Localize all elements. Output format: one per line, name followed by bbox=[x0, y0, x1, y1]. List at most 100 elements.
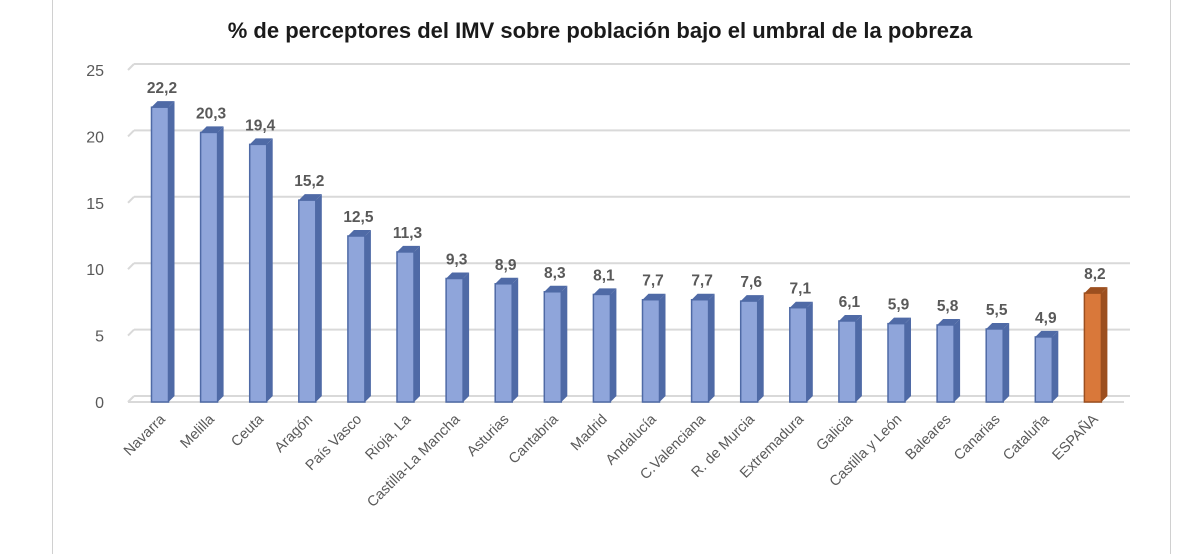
bar-front bbox=[248, 143, 268, 403]
data-label: 19,4 bbox=[245, 117, 276, 134]
y-tick-label: 20 bbox=[86, 129, 104, 146]
bar-front bbox=[789, 306, 808, 403]
bar-top bbox=[642, 293, 666, 300]
x-tick-label: Cantabria bbox=[506, 411, 562, 467]
bar-front bbox=[739, 300, 759, 403]
x-tick-label: Navarra bbox=[121, 411, 169, 459]
data-label: 5,5 bbox=[986, 302, 1008, 319]
bar-20 bbox=[1083, 287, 1108, 403]
bar-top bbox=[200, 126, 224, 133]
bar-top bbox=[1035, 330, 1059, 337]
data-label: 11,3 bbox=[393, 225, 423, 242]
bar-12 bbox=[690, 293, 715, 403]
bar-side bbox=[905, 317, 911, 402]
bar-side bbox=[855, 314, 862, 402]
bar-front bbox=[887, 322, 906, 403]
y-tick-label: 15 bbox=[86, 196, 104, 213]
bar-side bbox=[561, 285, 568, 402]
x-tick-label: ESPAÑA bbox=[1049, 411, 1102, 464]
bar-top bbox=[397, 245, 420, 252]
bar-side bbox=[266, 138, 273, 403]
bar-top bbox=[888, 317, 911, 324]
bar-side bbox=[315, 194, 322, 402]
bar-15 bbox=[838, 314, 862, 403]
bar-front bbox=[494, 283, 513, 403]
bar-4 bbox=[298, 194, 322, 403]
bar-side bbox=[512, 277, 519, 402]
bar-front bbox=[445, 277, 464, 403]
bar-front bbox=[641, 298, 661, 403]
y-axis: 0 5 10 15 20 25 bbox=[86, 63, 104, 412]
bar-front bbox=[936, 324, 955, 403]
bar-top bbox=[937, 318, 961, 325]
data-label: 8,3 bbox=[544, 265, 566, 282]
data-label: 8,2 bbox=[1084, 266, 1106, 283]
chart-title: % de perceptores del IMV sobre población… bbox=[227, 18, 973, 43]
bar-front bbox=[396, 251, 415, 403]
frame-left-border bbox=[52, 0, 53, 554]
gridline-depth bbox=[127, 196, 135, 204]
bar-top bbox=[789, 301, 813, 308]
gridline-depth bbox=[127, 63, 135, 71]
gridline-depth bbox=[127, 129, 135, 138]
bar-front bbox=[543, 291, 563, 403]
bar-top bbox=[986, 322, 1010, 329]
bar-7 bbox=[445, 272, 470, 403]
bar-side bbox=[364, 230, 371, 402]
bar-top bbox=[249, 138, 273, 145]
bar-13 bbox=[739, 295, 764, 403]
bar-side bbox=[1003, 322, 1010, 402]
bar-top bbox=[347, 230, 371, 236]
gridline-depth bbox=[127, 328, 135, 337]
bar-top bbox=[495, 277, 519, 284]
bar-5 bbox=[347, 230, 371, 403]
bar-side bbox=[168, 101, 175, 403]
bar-14 bbox=[789, 301, 813, 403]
bar-2 bbox=[199, 126, 224, 403]
bar-front bbox=[592, 293, 612, 403]
bar-top bbox=[691, 293, 715, 300]
data-label: 4,9 bbox=[1035, 310, 1057, 327]
data-label: 15,2 bbox=[294, 173, 324, 190]
bar-front bbox=[347, 235, 366, 403]
bar-side bbox=[659, 293, 666, 402]
bars bbox=[150, 101, 1108, 403]
data-label: 7,7 bbox=[691, 273, 713, 290]
bar-side bbox=[954, 318, 961, 402]
data-label: 6,1 bbox=[839, 294, 861, 311]
bar-front bbox=[690, 298, 710, 403]
x-tick-label: Asturias bbox=[464, 412, 512, 460]
x-tick-label: Galicia bbox=[814, 411, 857, 454]
bar-top bbox=[838, 314, 862, 321]
data-label: 7,1 bbox=[790, 281, 812, 298]
gridline-depth bbox=[127, 262, 135, 270]
bar-front bbox=[1083, 292, 1103, 403]
bar-11 bbox=[641, 293, 666, 403]
bar-side bbox=[1052, 330, 1059, 402]
bar-side bbox=[414, 245, 420, 402]
bar-front bbox=[199, 131, 219, 403]
data-label: 20,3 bbox=[196, 105, 227, 122]
data-label: 5,9 bbox=[888, 297, 910, 314]
x-tick-label: Melilla bbox=[178, 411, 219, 452]
bar-16 bbox=[887, 317, 911, 403]
bar-front bbox=[1034, 336, 1054, 403]
y-tick-label: 10 bbox=[86, 262, 104, 279]
frame-right-border bbox=[1170, 0, 1171, 554]
bar-side bbox=[708, 293, 715, 402]
bar-10 bbox=[592, 288, 617, 403]
data-label: 8,9 bbox=[495, 257, 517, 274]
y-tick-label: 0 bbox=[95, 395, 104, 412]
x-tick-label: Canarias bbox=[951, 412, 1003, 464]
bar-side bbox=[217, 126, 224, 402]
bar-17 bbox=[936, 318, 961, 403]
bar-19 bbox=[1034, 330, 1059, 403]
bar-top bbox=[740, 295, 764, 302]
bar-9 bbox=[543, 285, 568, 403]
y-tick-label: 5 bbox=[95, 329, 104, 346]
data-label: 9,3 bbox=[446, 251, 468, 268]
bar-side bbox=[806, 301, 813, 402]
data-label: 12,5 bbox=[343, 209, 374, 226]
